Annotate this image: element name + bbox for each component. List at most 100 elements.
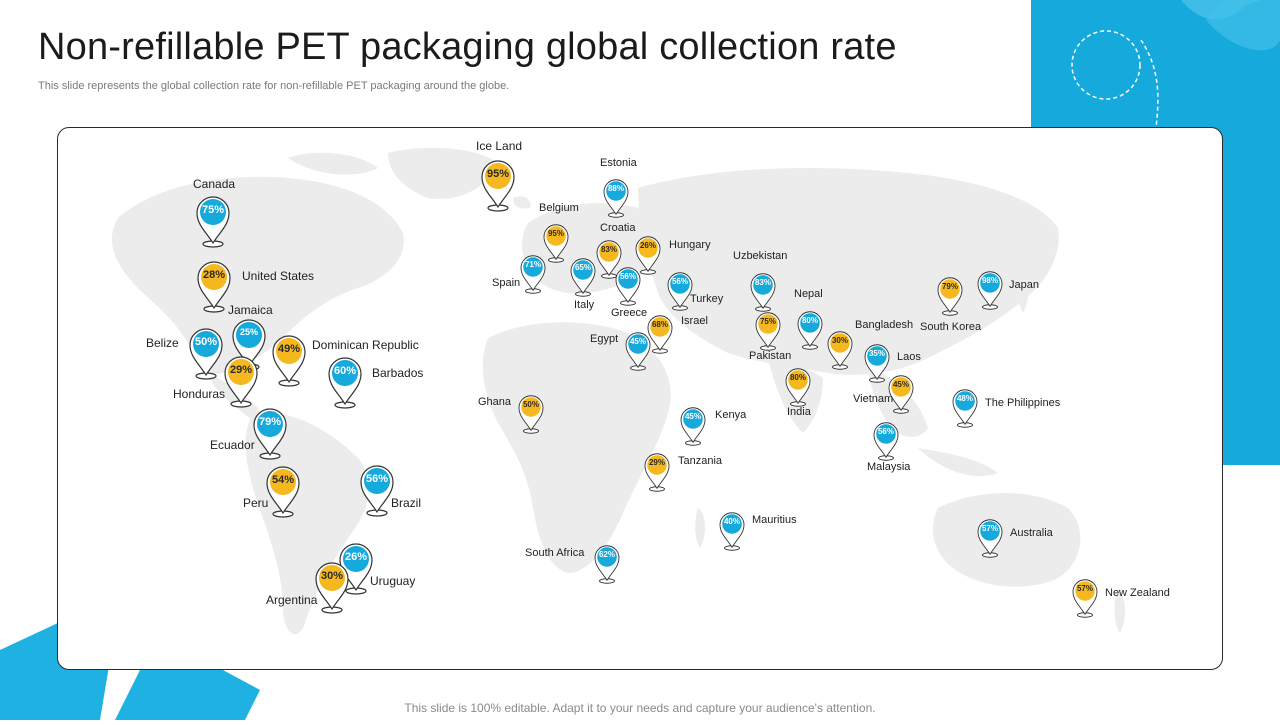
pin-value: 49%: [277, 343, 301, 355]
country-label-laos: Laos: [897, 351, 921, 363]
country-label-tanzania: Tanzania: [678, 455, 723, 467]
pin-value: 57%: [1076, 584, 1093, 593]
country-label-croatia: Croatia: [600, 222, 636, 234]
pin-value: 26%: [639, 241, 656, 250]
map-pin-israel[interactable]: 68%: [645, 312, 675, 354]
map-pin-japan[interactable]: 98%: [975, 268, 1005, 310]
map-pin-ecuador[interactable]: 79%: [250, 405, 290, 460]
country-label-uzbekistan: Uzbekistan: [733, 250, 788, 262]
country-label-new-zealand: New Zealand: [1105, 587, 1170, 599]
country-label-belize: Belize: [146, 336, 179, 350]
country-label-spain: Spain: [492, 277, 521, 289]
map-pin-spain[interactable]: 71%: [518, 252, 548, 294]
map-pin-mauritius[interactable]: 40%: [717, 509, 747, 551]
pin-value: 50%: [522, 400, 539, 409]
country-label-egypt: Egypt: [590, 333, 619, 345]
pin-value: 83%: [754, 278, 771, 287]
map-pin-barbados[interactable]: 60%: [325, 354, 365, 409]
map-pin-ghana[interactable]: 50%: [516, 392, 546, 434]
country-label-turkey: Turkey: [690, 293, 724, 305]
map-pin-italy[interactable]: 65%: [568, 255, 598, 297]
pin-value: 56%: [671, 277, 688, 286]
country-label-the-philippines: The Philippines: [985, 397, 1061, 409]
map-pin-hungary[interactable]: 26%: [633, 233, 663, 275]
country-label-barbados: Barbados: [372, 366, 424, 380]
country-label-ice-land: Ice Land: [476, 139, 523, 153]
pin-value: 71%: [524, 260, 541, 269]
country-label-kenya: Kenya: [715, 409, 747, 421]
country-label-mauritius: Mauritius: [752, 514, 797, 526]
country-label-estonia: Estonia: [600, 157, 637, 169]
map-pin-bangladesh[interactable]: 30%: [825, 328, 855, 370]
map-pin-the-philippines[interactable]: 48%: [950, 386, 980, 428]
map-pin-belize[interactable]: 50%: [186, 325, 226, 380]
country-label-united-states: United States: [242, 269, 315, 283]
map-pin-pakistan[interactable]: 75%: [753, 309, 783, 351]
pin-value: 60%: [333, 365, 357, 377]
map-pin-argentina[interactable]: 30%: [312, 559, 352, 614]
pin-value: 88%: [607, 184, 624, 193]
map-pin-south-korea[interactable]: 79%: [935, 274, 965, 316]
pin-value: 26%: [344, 551, 368, 563]
map-pin-peru[interactable]: 54%: [263, 463, 303, 518]
country-label-japan: Japan: [1009, 279, 1039, 291]
map-pin-belgium[interactable]: 95%: [541, 221, 571, 263]
map-pin-turkey[interactable]: 56%: [665, 269, 695, 311]
country-label-peru: Peru: [243, 496, 269, 510]
map-pin-india[interactable]: 80%: [783, 365, 813, 407]
country-label-vietnam: Vietnam: [853, 393, 894, 405]
country-label-belgium: Belgium: [539, 202, 579, 214]
map-pin-greece[interactable]: 56%: [613, 264, 643, 306]
map-pin-australia[interactable]: 57%: [975, 516, 1005, 558]
pin-value: 29%: [229, 364, 253, 376]
map-pin-new-zealand[interactable]: 57%: [1070, 576, 1100, 618]
country-label-hungary: Hungary: [669, 239, 711, 251]
pin-value: 28%: [202, 269, 226, 281]
pin-value: 75%: [759, 317, 776, 326]
map-pin-honduras[interactable]: 29%: [221, 353, 261, 408]
pin-value: 25%: [239, 327, 258, 337]
pin-value: 30%: [320, 570, 344, 582]
page-subtitle: This slide represents the global collect…: [38, 80, 510, 92]
map-pin-united-states[interactable]: 28%: [194, 258, 234, 313]
country-label-pakistan: Pakistan: [749, 350, 792, 362]
map-pin-tanzania[interactable]: 29%: [642, 450, 672, 492]
map-pin-estonia[interactable]: 88%: [601, 176, 631, 218]
country-label-ecuador: Ecuador: [210, 438, 255, 452]
map-pin-canada[interactable]: 75%: [193, 193, 233, 248]
pin-value: 35%: [868, 349, 885, 358]
country-label-jamaica: Jamaica: [228, 303, 273, 317]
pin-value: 95%: [547, 229, 564, 238]
pin-value: 56%: [619, 272, 636, 281]
map-pin-jamaica[interactable]: 25%: [229, 316, 269, 371]
map-pin-uzbekistan[interactable]: 83%: [748, 270, 778, 312]
map-pin-kenya[interactable]: 45%: [678, 404, 708, 446]
footer-note: This slide is 100% editable. Adapt it to…: [404, 701, 876, 715]
map-pin-dominican-republic[interactable]: 49%: [269, 332, 309, 387]
map-pin-laos[interactable]: 35%: [862, 341, 892, 383]
map-pin-vietnam[interactable]: 45%: [886, 372, 916, 414]
pin-value: 75%: [201, 204, 225, 216]
country-label-ghana: Ghana: [478, 396, 512, 408]
country-label-honduras: Honduras: [173, 387, 226, 401]
map-pin-egypt[interactable]: 45%: [623, 329, 653, 371]
country-label-nepal: Nepal: [794, 288, 823, 300]
map-pin-ice-land[interactable]: 95%: [478, 157, 518, 212]
pin-value: 79%: [941, 282, 958, 291]
pin-value: 62%: [598, 550, 615, 559]
country-label-argentina: Argentina: [266, 593, 318, 607]
country-label-south-africa: South Africa: [525, 547, 585, 559]
map-pin-south-africa[interactable]: 62%: [592, 542, 622, 584]
country-label-italy: Italy: [574, 299, 595, 311]
country-label-dominican-republic: Dominican Republic: [312, 338, 419, 352]
map-pin-brazil[interactable]: 56%: [357, 462, 397, 517]
map-pin-croatia[interactable]: 83%: [594, 237, 624, 279]
pin-value: 29%: [648, 458, 665, 467]
pin-value: 45%: [684, 412, 701, 421]
country-label-israel: Israel: [681, 315, 708, 327]
map-pin-nepal[interactable]: 80%: [795, 308, 825, 350]
country-label-canada: Canada: [193, 177, 236, 191]
pin-value: 45%: [629, 337, 646, 346]
pin-value: 30%: [831, 336, 848, 345]
map-pin-malaysia[interactable]: 56%: [871, 419, 901, 461]
